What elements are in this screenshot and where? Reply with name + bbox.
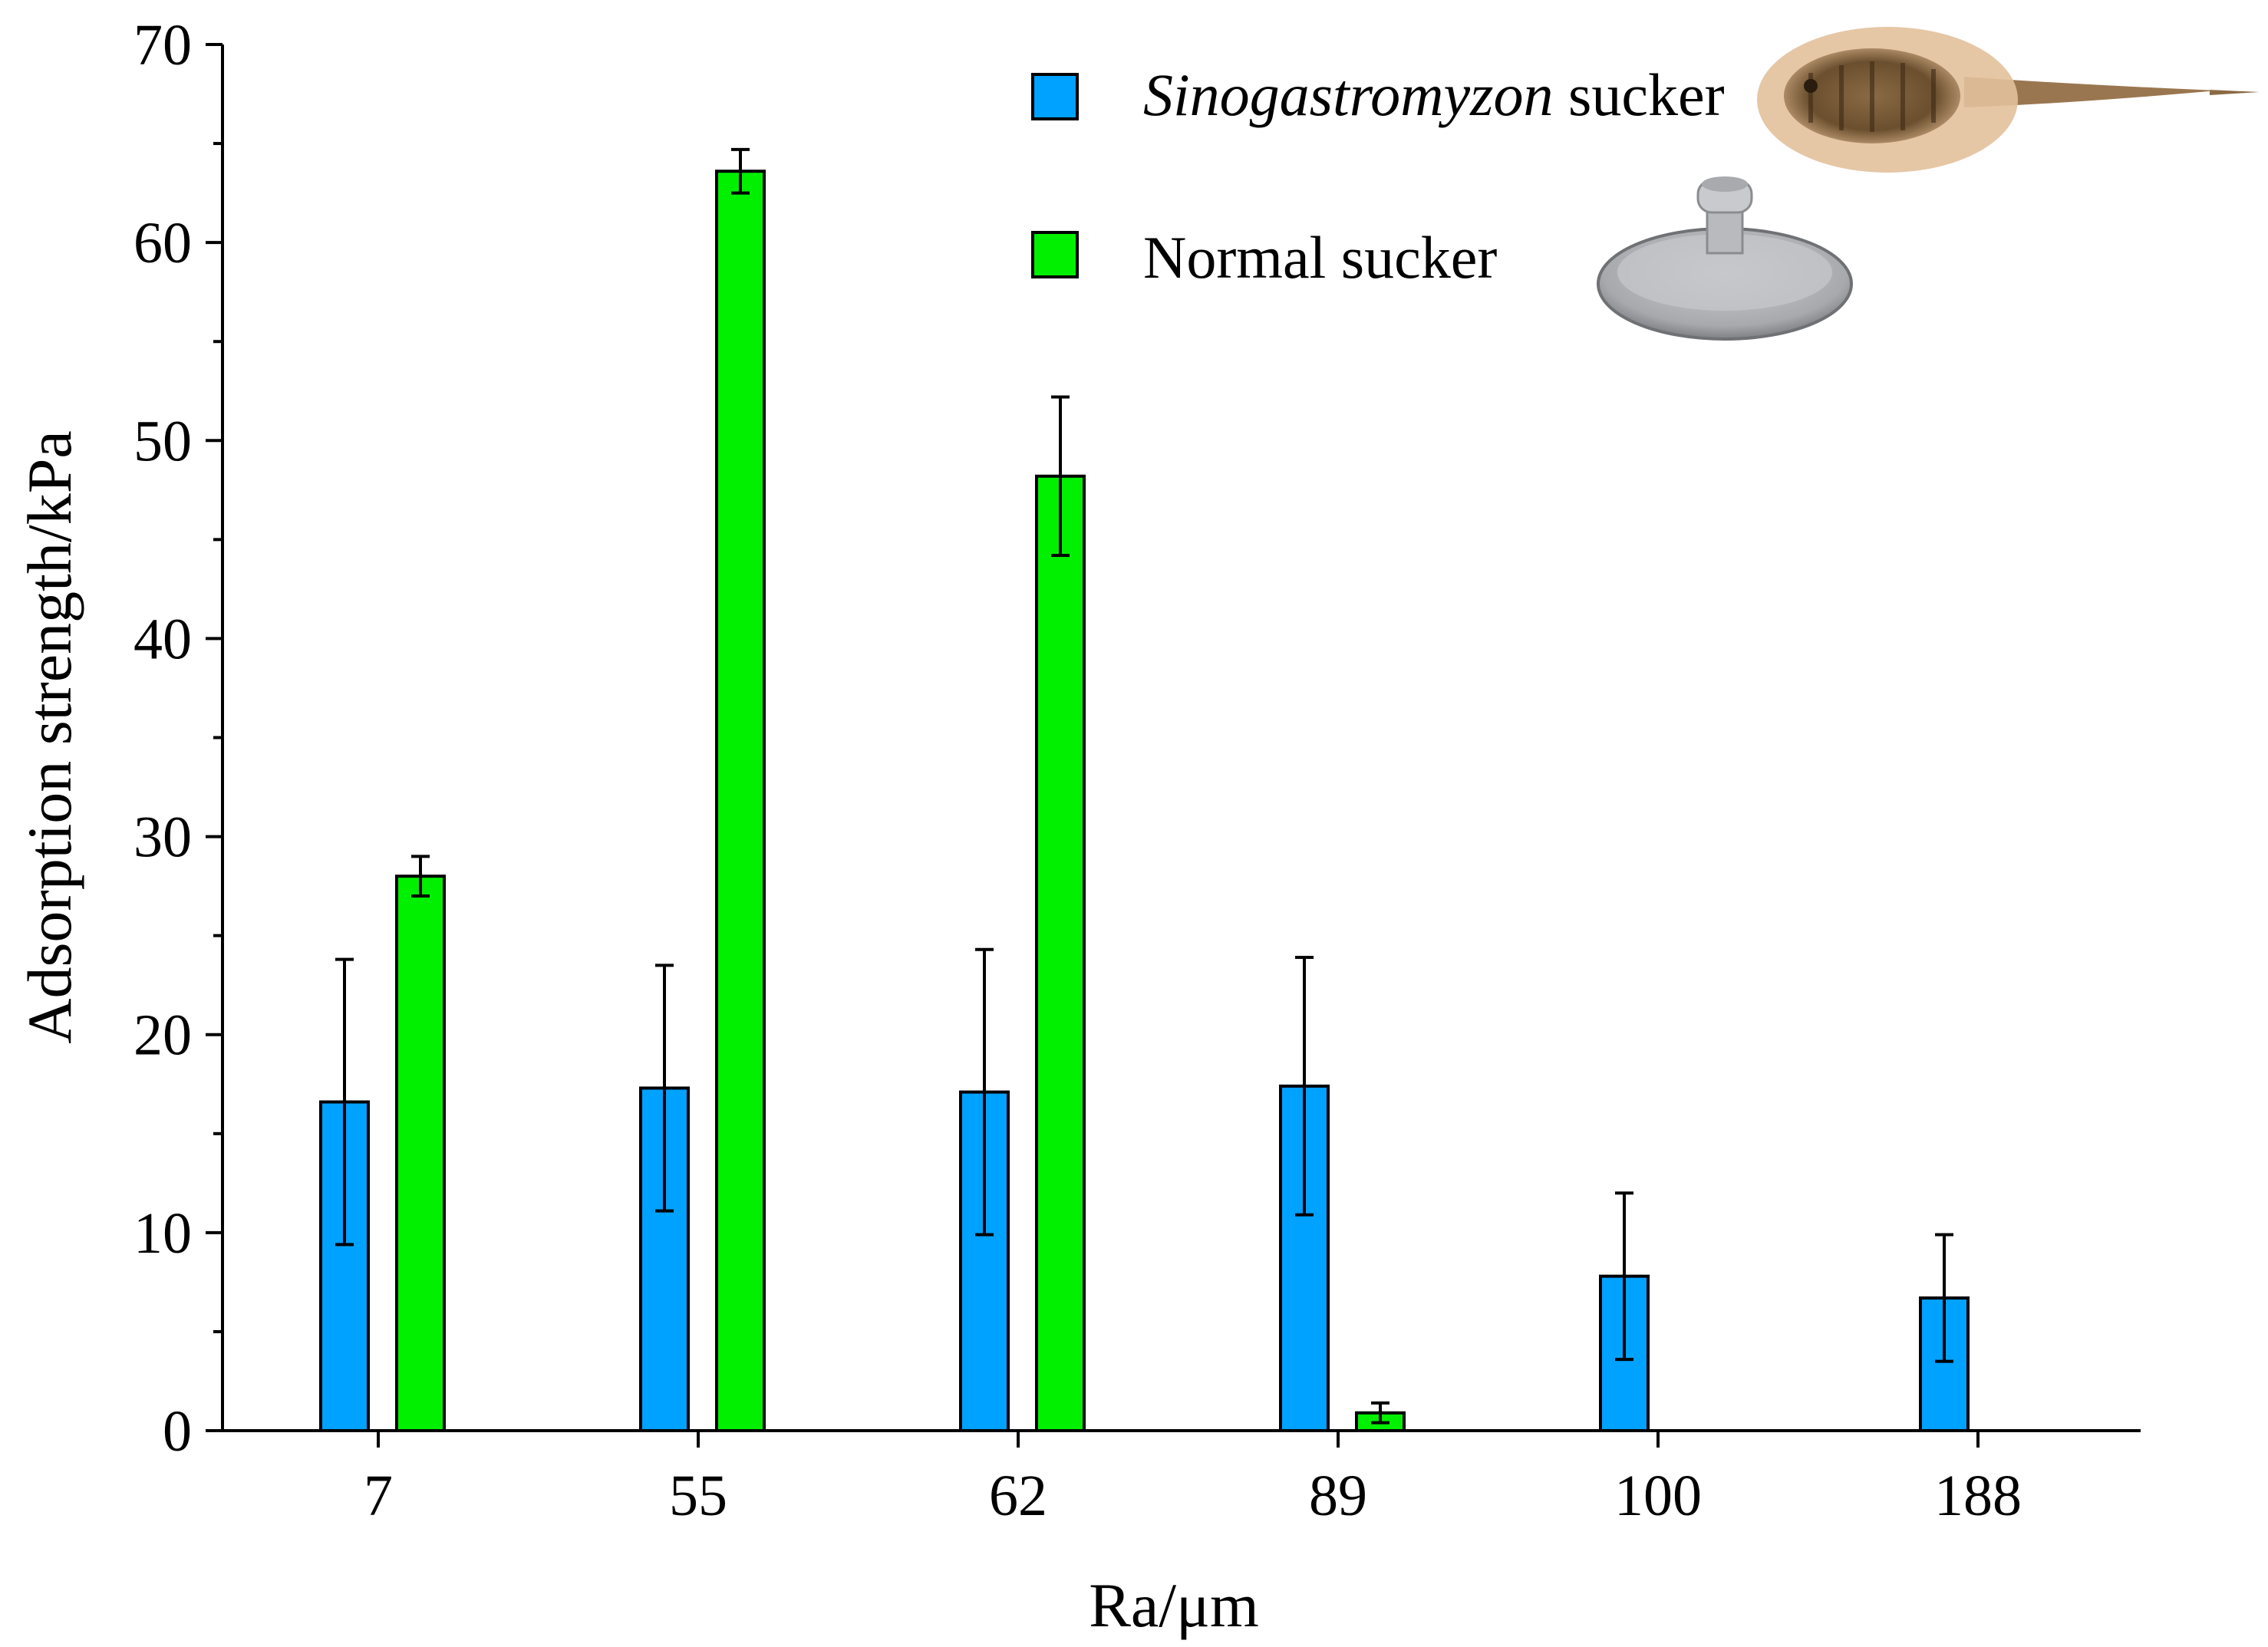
legend-label-normal: Normal sucker [1143, 224, 1497, 291]
bars-group [319, 170, 1970, 1433]
bar-normal [395, 875, 446, 1432]
legend-swatch-sinogastromyzon [1031, 73, 1079, 120]
bar-normal [715, 170, 766, 1432]
legend-label-sinogastromyzon: Sinogastromyzon sucker [1143, 61, 1725, 128]
y-tick-label: 60 [134, 211, 192, 275]
x-tick-label: 55 [669, 1464, 727, 1528]
y-tick-label: 10 [134, 1201, 192, 1266]
legend-swatch-normal [1031, 231, 1079, 278]
y-tick-label: 30 [134, 805, 192, 870]
x-ticks-group: 7 55 62 89 100 188 [364, 1431, 2022, 1528]
y-tick-label: 50 [134, 409, 192, 473]
y-tick-label: 70 [134, 13, 192, 77]
y-tick-label: 20 [134, 1003, 192, 1068]
fish-photo [1757, 27, 2260, 173]
x-tick-label: 89 [1309, 1464, 1367, 1528]
y-tick-label: 0 [163, 1399, 192, 1464]
x-tick-label: 188 [1934, 1464, 2022, 1528]
y-ticks-group: 0 10 20 30 40 50 60 70 [134, 13, 223, 1464]
y-axis-title: Adsorption strength/kPa [15, 430, 84, 1043]
x-tick-label: 100 [1614, 1464, 1702, 1528]
bar-normal [1035, 474, 1086, 1432]
x-axis-title: Ra/μm [1089, 1570, 1259, 1640]
suction-cup-photo [1597, 176, 1853, 341]
bar-sinogastromyzon [1279, 1084, 1330, 1432]
legend: Sinogastromyzon sucker Normal sucker [1031, 61, 1725, 291]
y-tick-label: 40 [134, 607, 192, 671]
x-tick-label: 7 [364, 1464, 393, 1528]
error-bars-group [335, 147, 1953, 1425]
x-tick-label: 62 [989, 1464, 1047, 1528]
